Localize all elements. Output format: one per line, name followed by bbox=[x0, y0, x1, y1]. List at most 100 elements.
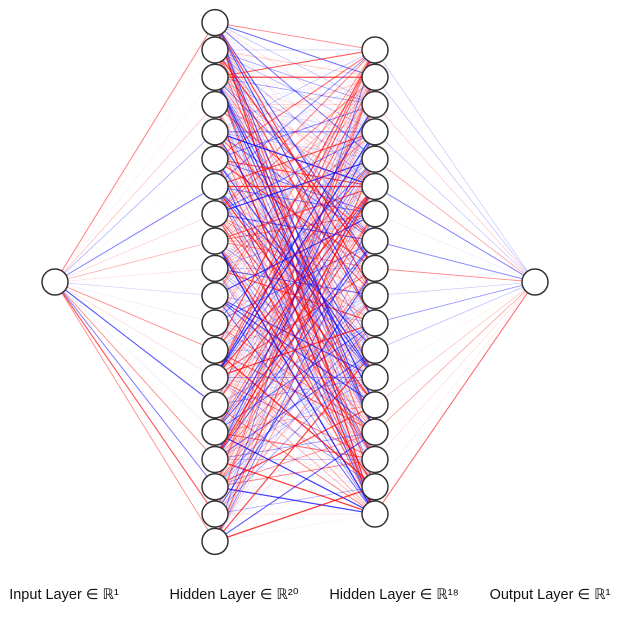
connection-l2-7-0 bbox=[374, 240, 536, 283]
connection-l1-3-1 bbox=[214, 76, 376, 105]
connection-l0-0-8 bbox=[54, 240, 216, 283]
neuron-layer1-11 bbox=[201, 309, 229, 337]
connection-l1-18-1 bbox=[214, 77, 376, 515]
connection-l0-0-17 bbox=[54, 281, 216, 488]
neuron-layer2-12 bbox=[361, 363, 389, 392]
connection-l2-2-0 bbox=[374, 104, 536, 283]
connection-l2-8-0 bbox=[374, 267, 536, 283]
connection-l1-16-8 bbox=[214, 268, 376, 460]
neuron-layer2-14 bbox=[361, 418, 389, 446]
connection-l0-0-14 bbox=[54, 281, 216, 406]
connection-l1-16-5 bbox=[214, 186, 376, 460]
connection-l1-17-7 bbox=[214, 240, 376, 487]
connection-l1-11-0 bbox=[214, 49, 376, 324]
neuron-layer2-13 bbox=[361, 391, 389, 419]
connection-l1-17-5 bbox=[214, 186, 376, 487]
neuron-layer1-12 bbox=[201, 336, 229, 364]
connection-l0-0-2 bbox=[54, 77, 216, 283]
connection-l0-0-0 bbox=[54, 22, 216, 283]
connection-l1-19-12 bbox=[214, 377, 376, 542]
neuron-layer2-8 bbox=[361, 254, 389, 283]
neuron-layer2-4 bbox=[361, 145, 389, 173]
neuron-layer1-4 bbox=[201, 118, 229, 146]
connection-l1-17-15 bbox=[214, 458, 376, 488]
connection-l2-15-0 bbox=[374, 281, 536, 460]
connection-l1-6-3 bbox=[214, 131, 376, 187]
connection-l1-5-0 bbox=[214, 49, 376, 160]
connection-l1-15-9 bbox=[214, 295, 376, 433]
neuron-layer2-15 bbox=[361, 445, 389, 474]
connection-l0-0-18 bbox=[54, 281, 216, 515]
connection-l1-19-14 bbox=[214, 431, 376, 542]
connection-l1-13-0 bbox=[214, 49, 376, 378]
connection-l0-0-5 bbox=[54, 158, 216, 283]
connection-l2-4-0 bbox=[374, 158, 536, 283]
neuron-layer1-9 bbox=[201, 254, 229, 283]
connection-l1-10-0 bbox=[214, 49, 376, 296]
connection-l1-1-3 bbox=[214, 49, 376, 133]
connection-l1-15-1 bbox=[214, 77, 376, 433]
neuron-layer1-8 bbox=[201, 227, 229, 255]
neuron-layer1-7 bbox=[201, 200, 229, 228]
connections bbox=[54, 22, 536, 542]
connection-l1-16-1 bbox=[214, 77, 376, 460]
neuron-layer1-14 bbox=[201, 391, 229, 419]
connection-l1-13-16 bbox=[214, 377, 376, 488]
connection-l1-13-4 bbox=[214, 158, 376, 378]
connection-l2-12-0 bbox=[374, 281, 536, 378]
connection-l1-19-11 bbox=[214, 349, 376, 542]
connection-l1-6-11 bbox=[214, 186, 376, 351]
connection-l1-5-1 bbox=[214, 76, 376, 160]
connection-l1-19-10 bbox=[214, 322, 376, 542]
neuron-layer1-17 bbox=[201, 473, 229, 501]
neuron-layer2-9 bbox=[361, 281, 389, 310]
neuron-layer2-1 bbox=[361, 63, 389, 91]
connection-l1-17-11 bbox=[214, 349, 376, 488]
connection-l0-0-1 bbox=[54, 49, 216, 283]
connection-l1-15-2 bbox=[214, 104, 376, 433]
connection-l1-13-11 bbox=[214, 349, 376, 378]
connection-l1-18-13 bbox=[214, 404, 376, 515]
neuron-layer2-5 bbox=[361, 172, 389, 201]
neuron-layer1-3 bbox=[201, 90, 229, 119]
connection-l1-17-10 bbox=[214, 322, 376, 488]
neuron-layer2-17 bbox=[361, 500, 389, 528]
connection-l0-0-7 bbox=[54, 213, 216, 283]
neuron-layer1-2 bbox=[201, 63, 229, 91]
neuron-layer1-15 bbox=[201, 418, 229, 446]
neurons bbox=[41, 8, 549, 556]
connection-l1-15-0 bbox=[214, 49, 376, 433]
connection-l1-16-13 bbox=[214, 404, 376, 460]
connection-l1-2-0 bbox=[214, 49, 376, 78]
neuron-layer2-2 bbox=[361, 90, 389, 119]
connection-l0-0-12 bbox=[54, 281, 216, 351]
neuron-layer3-0 bbox=[521, 268, 549, 296]
connection-l0-0-13 bbox=[54, 281, 216, 378]
connection-l1-7-2 bbox=[214, 104, 376, 215]
connection-l1-19-3 bbox=[214, 131, 376, 542]
connection-l2-16-0 bbox=[374, 281, 536, 487]
connection-l1-19-16 bbox=[214, 486, 376, 542]
connection-l1-19-0 bbox=[214, 49, 376, 542]
neuron-layer1-19 bbox=[201, 527, 229, 556]
neuron-layer1-6 bbox=[201, 172, 229, 201]
connection-l0-0-16 bbox=[54, 281, 216, 460]
connection-l1-8-0 bbox=[214, 49, 376, 242]
connection-l2-14-0 bbox=[374, 281, 536, 433]
connection-l1-17-1 bbox=[214, 77, 376, 487]
connection-l1-14-3 bbox=[214, 131, 376, 406]
neuron-layer2-7 bbox=[361, 227, 389, 255]
connection-l1-19-9 bbox=[214, 295, 376, 542]
connection-l2-10-0 bbox=[374, 281, 536, 324]
connection-l2-0-0 bbox=[374, 49, 536, 283]
connection-l1-15-13 bbox=[214, 404, 376, 433]
connection-l1-14-0 bbox=[214, 49, 376, 406]
hidden-layer-1-label: Hidden Layer ∈ ℝ²⁰ bbox=[169, 587, 299, 603]
connection-l0-0-6 bbox=[54, 186, 216, 283]
neuron-layer2-16 bbox=[361, 473, 389, 501]
connection-l1-19-4 bbox=[214, 158, 376, 542]
connection-l1-14-1 bbox=[214, 77, 376, 405]
connection-l2-11-0 bbox=[374, 281, 536, 351]
connection-l1-0-4 bbox=[214, 22, 376, 160]
connection-l1-15-5 bbox=[214, 186, 376, 433]
